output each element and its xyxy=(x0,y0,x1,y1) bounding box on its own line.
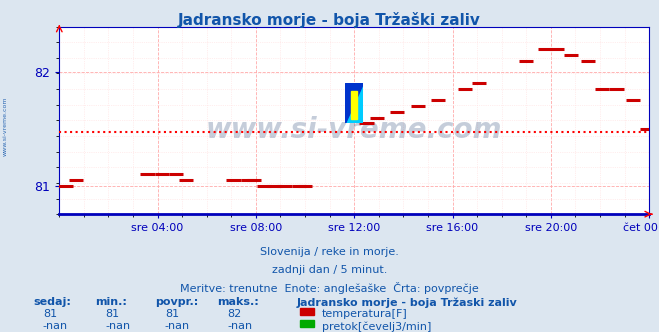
FancyBboxPatch shape xyxy=(351,91,357,119)
Text: 81: 81 xyxy=(105,309,119,319)
Text: Slovenija / reke in morje.: Slovenija / reke in morje. xyxy=(260,247,399,257)
Text: maks.:: maks.: xyxy=(217,297,259,307)
Text: temperatura[F]: temperatura[F] xyxy=(322,309,407,319)
Text: Jadransko morje - boja Tržaški zaliv: Jadransko morje - boja Tržaški zaliv xyxy=(178,12,481,28)
Text: -nan: -nan xyxy=(227,321,252,331)
Polygon shape xyxy=(345,83,364,123)
Text: pretok[čevelj3/min]: pretok[čevelj3/min] xyxy=(322,321,431,332)
Polygon shape xyxy=(345,83,364,123)
Text: Meritve: trenutne  Enote: anglešaške  Črta: povprečje: Meritve: trenutne Enote: anglešaške Črta… xyxy=(180,282,479,294)
Text: -nan: -nan xyxy=(165,321,190,331)
Text: min.:: min.: xyxy=(96,297,127,307)
Text: 82: 82 xyxy=(227,309,242,319)
Text: 81: 81 xyxy=(165,309,179,319)
Text: www.si-vreme.com: www.si-vreme.com xyxy=(3,96,8,156)
Text: povpr.:: povpr.: xyxy=(155,297,198,307)
Text: 81: 81 xyxy=(43,309,57,319)
Text: sedaj:: sedaj: xyxy=(33,297,71,307)
Text: Jadransko morje - boja Tržaski zaliv: Jadransko morje - boja Tržaski zaliv xyxy=(297,297,517,308)
Text: zadnji dan / 5 minut.: zadnji dan / 5 minut. xyxy=(272,265,387,275)
Text: -nan: -nan xyxy=(105,321,130,331)
Text: -nan: -nan xyxy=(43,321,68,331)
Text: www.si-vreme.com: www.si-vreme.com xyxy=(206,116,502,144)
